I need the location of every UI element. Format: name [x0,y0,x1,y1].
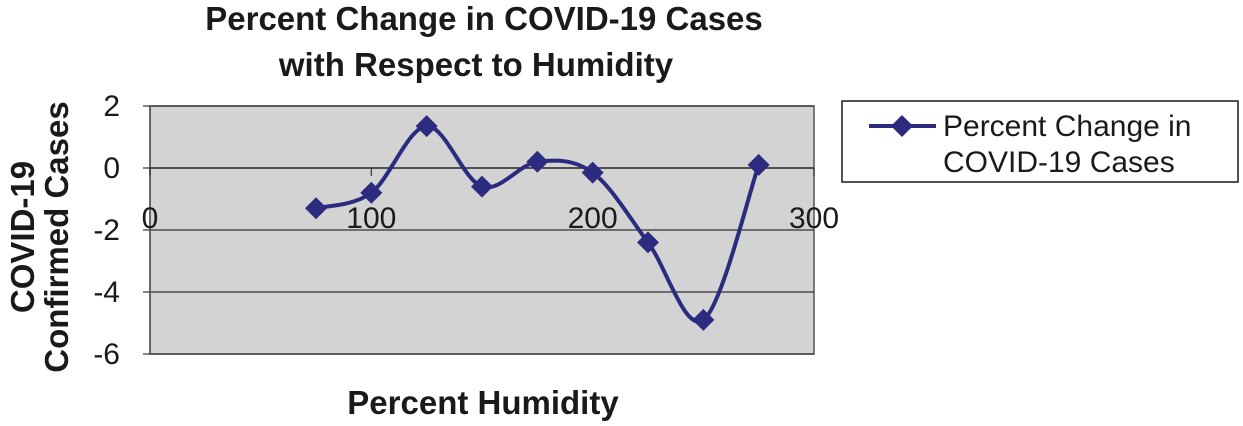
series-layer [305,115,770,331]
data-point-marker [692,308,715,331]
x-tick-label: 0 [142,202,159,235]
data-point-marker [415,115,438,138]
legend-box [841,100,1239,183]
data-point-marker [471,175,493,198]
y-tick-label: -4 [93,276,120,309]
legend-label-line-2: COVID-19 Cases [943,146,1175,179]
y-axis-title-line-2: Confirmed Cases [38,101,75,372]
data-point-marker [526,150,549,173]
legend-diamond-marker [891,115,913,137]
data-point-marker [747,153,770,176]
y-tick-label: -2 [93,214,120,247]
data-point-marker [637,231,659,254]
legend: Percent Change in COVID-19 Cases [841,100,1239,183]
y-tick-label: 2 [103,90,120,123]
y-tick-label: -6 [93,338,120,371]
data-point-marker [305,197,327,220]
legend-label-line-1: Percent Change in [943,110,1192,143]
y-axis-title-line-1: COVID-19 [4,161,41,313]
data-point-marker [581,161,604,184]
y-tick-label: 0 [103,152,120,185]
x-tick-label: 200 [568,202,618,235]
chart-title-line-1: Percent Change in COVID-19 Cases [205,0,763,37]
data-point-marker [360,181,383,204]
chart-title-line-2: with Respect to Humidity [278,46,674,83]
x-tick-label: 300 [789,202,839,235]
x-axis-title: Percent Humidity [347,384,619,421]
x-tick-label: 100 [346,202,396,235]
y-axis-title: COVID-19 Confirmed Cases [4,101,75,372]
tick-labels: 2 0 -2 -4 -6 0 100 200 300 [93,90,839,371]
